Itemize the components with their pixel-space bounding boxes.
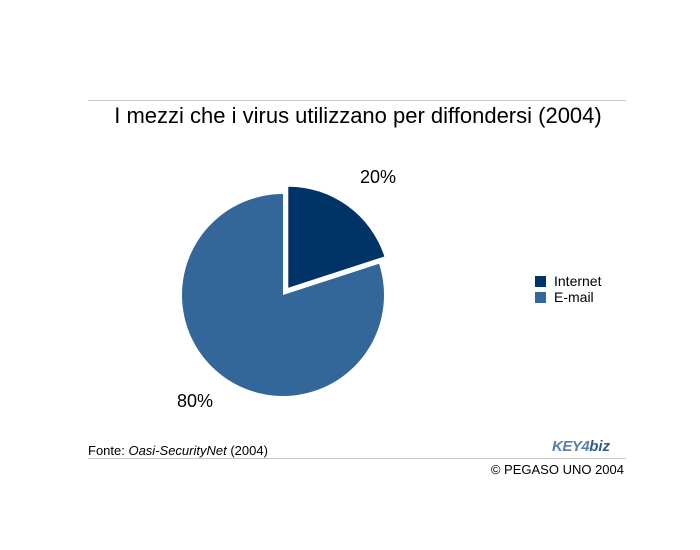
copyright: © PEGASO UNO 2004 [490,462,624,477]
legend: Internet E-mail [535,273,601,305]
top-divider [88,100,626,101]
bottom-divider [88,458,626,459]
legend-item-email: E-mail [535,289,601,305]
source-name: Oasi-SecurityNet [128,443,227,458]
source-suffix: (2004) [226,443,268,458]
pie-label-internet: 20% [360,167,396,187]
pie-slice-e-mail [181,194,384,397]
source-prefix: Fonte: [88,443,129,458]
pie-label-e-mail: 80% [177,391,213,411]
legend-swatch-email [535,291,546,303]
source-note: Fonte: Oasi-SecurityNet (2004) [88,443,268,458]
logo-part-key4: KEY4 [552,438,590,455]
legend-label-email: E-mail [554,289,594,305]
legend-item-internet: Internet [535,273,601,289]
key4biz-logo: KEY4biz [552,438,624,458]
pie-slice-internet [288,186,385,288]
legend-label-internet: Internet [554,273,602,289]
logo-part-biz: biz [589,438,611,455]
legend-swatch-internet [535,275,546,287]
chart-title: I mezzi che i virus utilizzano per diffo… [114,103,602,128]
